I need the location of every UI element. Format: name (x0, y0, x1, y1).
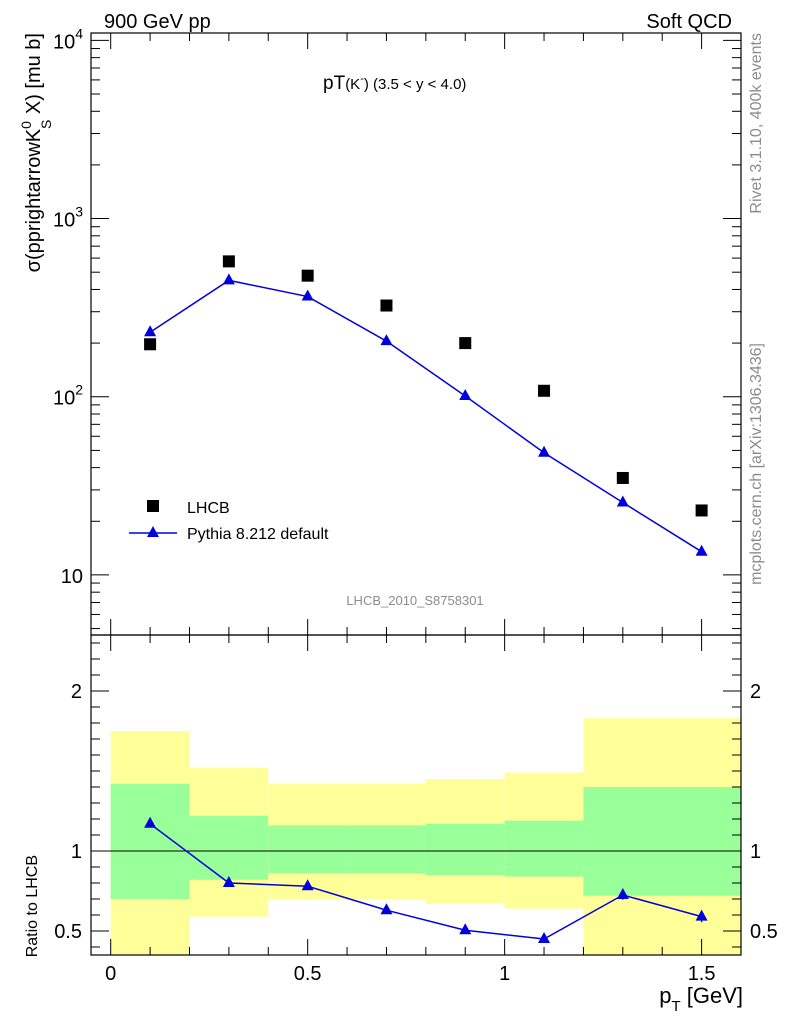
ratio-plot-frame (90, 634, 742, 956)
main-y-tick-label: 102 (53, 382, 83, 410)
lhcb-data-point (144, 338, 157, 351)
legend: LHCB Pythia 8.212 default (129, 500, 329, 543)
pythia-line (149, 279, 703, 553)
uncertainty-band-inner (347, 825, 426, 874)
legend-lhcb-marker (147, 500, 159, 512)
analysis-watermark: LHCB_2010_S8758301 (346, 593, 483, 608)
ratio-data-point (301, 879, 314, 891)
lhcb-data-point (380, 299, 393, 312)
uncertainty-band-inner (268, 825, 348, 874)
plot-title: pT(K-) (3.5 < y < 4.0) (323, 73, 466, 94)
x-tick-label: 0.5 (294, 963, 322, 985)
pythia-data-point (380, 334, 393, 346)
lhcb-data-point (301, 269, 314, 282)
ratio-y-tick-label-right: 2 (750, 681, 761, 703)
main-y-tick-label: 104 (53, 25, 83, 53)
pythia-data-point (695, 544, 708, 556)
ratio-y-tick-label-left: 2 (71, 681, 82, 703)
pythia-data-point (222, 273, 235, 285)
ratio-data-point (459, 923, 472, 935)
ratio-data-point (380, 903, 393, 915)
pythia-data-point (301, 289, 314, 301)
ratio-plot-panel: 0.5 0.5 1 1 2 2 0 0.5 1 1.5 Ratio to LHCB pT [GeV… (24, 634, 778, 1015)
uncertainty-band-inner (583, 787, 741, 896)
ratio-y-tick-label-right: 1 (750, 841, 761, 863)
ratio-data-point (538, 932, 551, 943)
uncertainty-band-inner (425, 823, 505, 875)
ratio-y-tick-label-right: 0.5 (750, 921, 778, 943)
ratio-data-point (695, 909, 708, 921)
x-axis-label: pT [GeV] (659, 983, 743, 1015)
main-y-axis-label: σ(pprightarrowK0 S X) [mu b] (18, 33, 54, 272)
ratio-data-point (222, 876, 235, 887)
header-left-label: 900 GeV pp (104, 11, 211, 33)
uncertainty-band-inner (189, 815, 269, 880)
ratio-data-point (144, 816, 157, 828)
ratio-y-axis-label: Ratio to LHCB (24, 855, 41, 957)
main-plot-frame (90, 32, 742, 636)
lhcb-data-point (538, 384, 551, 397)
main-y-tick-label: 10 (61, 566, 83, 588)
legend-lhcb-label: LHCB (187, 500, 230, 517)
ratio-data-point (616, 888, 629, 899)
pythia-data-point (144, 325, 157, 337)
x-tick-label: 1.5 (688, 963, 716, 985)
legend-pythia-label: Pythia 8.212 default (187, 526, 329, 543)
rivet-version-label: Rivet 3.1.10, 400k events (748, 33, 765, 214)
lhcb-data-point (459, 337, 472, 350)
lhcb-data-point (616, 471, 629, 484)
main-plot-panel: 104 103 102 10 pT(K-) (3.5 < y < 4.0) LHCB_… (18, 25, 742, 636)
header-right-label: Soft QCD (646, 11, 732, 33)
legend-pythia-marker (147, 526, 159, 537)
pythia-data-point (459, 388, 472, 400)
x-tick-label: 1 (499, 963, 510, 985)
ratio-y-tick-label-left: 1 (71, 841, 82, 863)
pythia-data-point (616, 495, 629, 507)
uncertainty-band-inner (110, 783, 190, 899)
lhcb-data-point (222, 255, 235, 268)
lhcb-data-point (695, 504, 708, 517)
uncertainty-band-inner (504, 820, 584, 877)
pythia-data-point (538, 445, 551, 457)
ratio-pythia-line (149, 823, 702, 940)
mcplots-source-label: mcplots.cern.ch [arXiv:1306.3436] (748, 343, 765, 585)
x-tick-label: 0 (105, 963, 116, 985)
main-y-tick-label: 103 (53, 204, 83, 232)
ratio-y-tick-label-left: 0.5 (54, 921, 82, 943)
